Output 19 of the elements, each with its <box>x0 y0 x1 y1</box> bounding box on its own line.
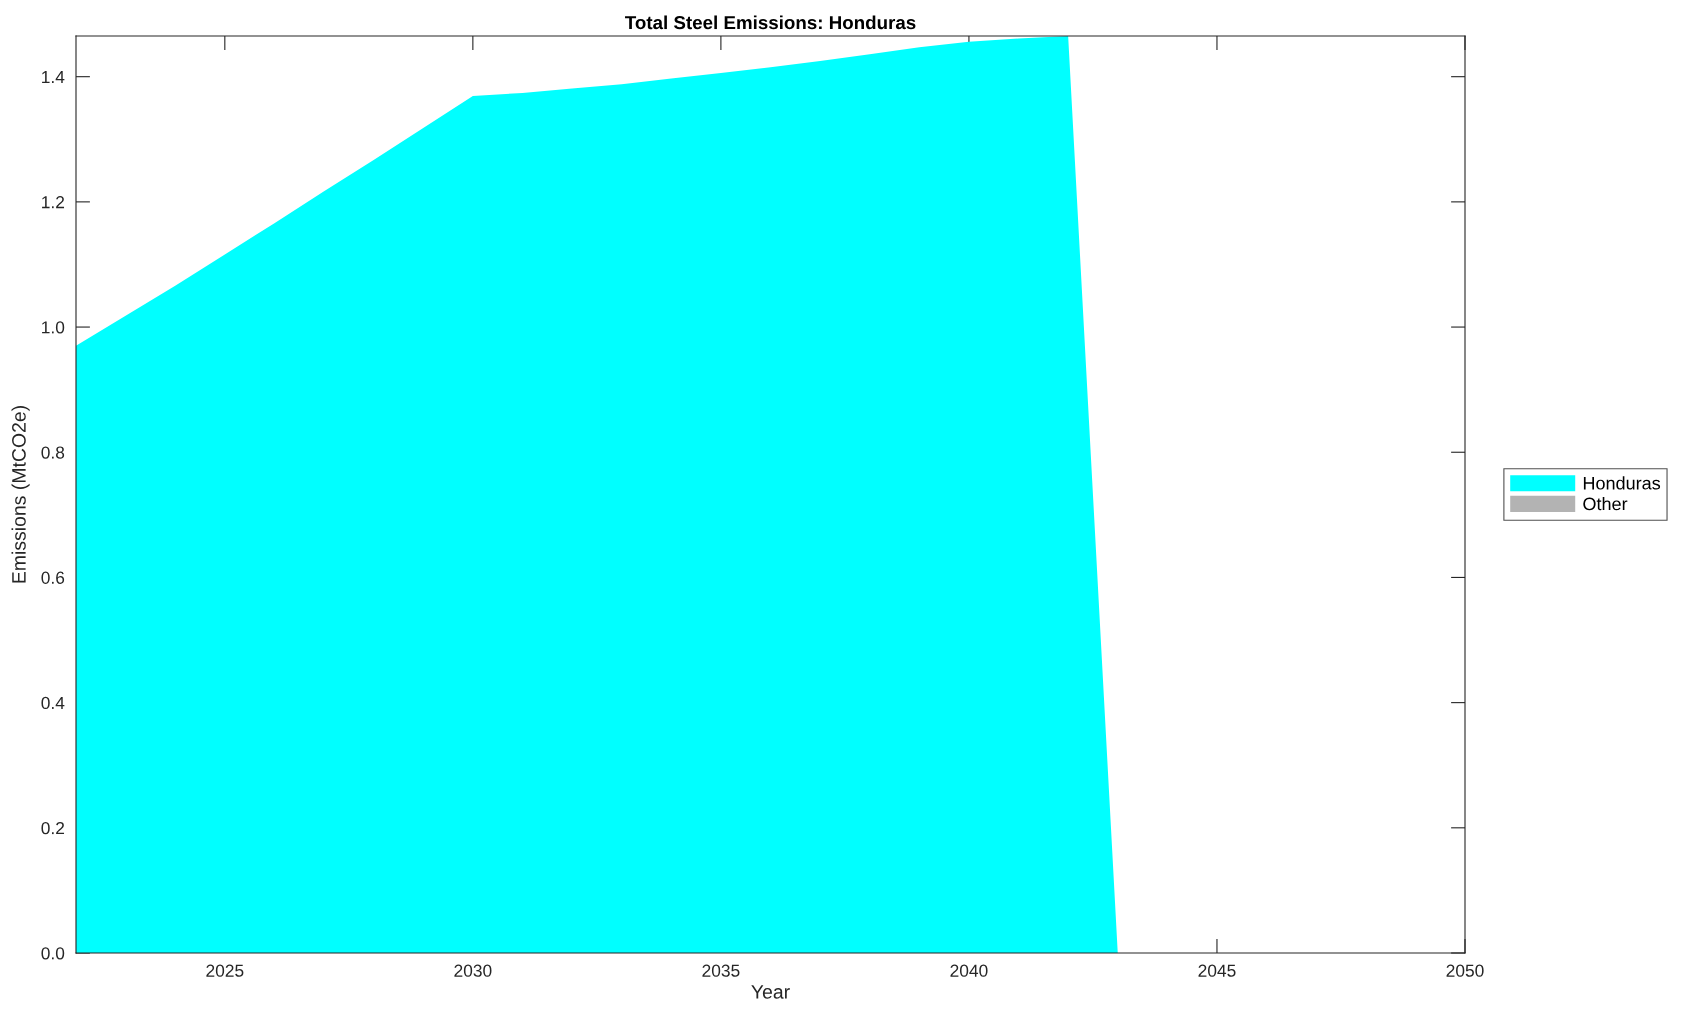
x-tick-label: 2045 <box>1198 964 1236 977</box>
x-tick-label: 2040 <box>950 964 988 977</box>
x-axis-title: Year <box>751 985 790 999</box>
chart-title: Total Steel Emissions: Honduras <box>625 15 916 30</box>
x-tick-label: 2030 <box>454 964 492 977</box>
y-tick-label: 0.8 <box>41 446 65 459</box>
y-tick-label: 0.0 <box>41 947 65 960</box>
y-tick-label: 1.0 <box>42 321 65 334</box>
y-tick-label: 0.2 <box>41 821 65 835</box>
legend-label: Honduras <box>1583 476 1661 490</box>
x-tick-label: 2035 <box>702 964 740 977</box>
y-tick-label: 1.2 <box>42 196 65 209</box>
y-tick-label: 0.6 <box>41 571 65 584</box>
legend-label: Other <box>1583 497 1628 511</box>
y-tick-label: 1.4 <box>42 71 65 83</box>
y-tick-label: 0.4 <box>41 696 65 710</box>
x-tick-label: 2050 <box>1446 964 1484 977</box>
y-axis-title: Emissions (MtCO2e) <box>11 406 30 583</box>
x-tick-label: 2025 <box>206 964 244 977</box>
